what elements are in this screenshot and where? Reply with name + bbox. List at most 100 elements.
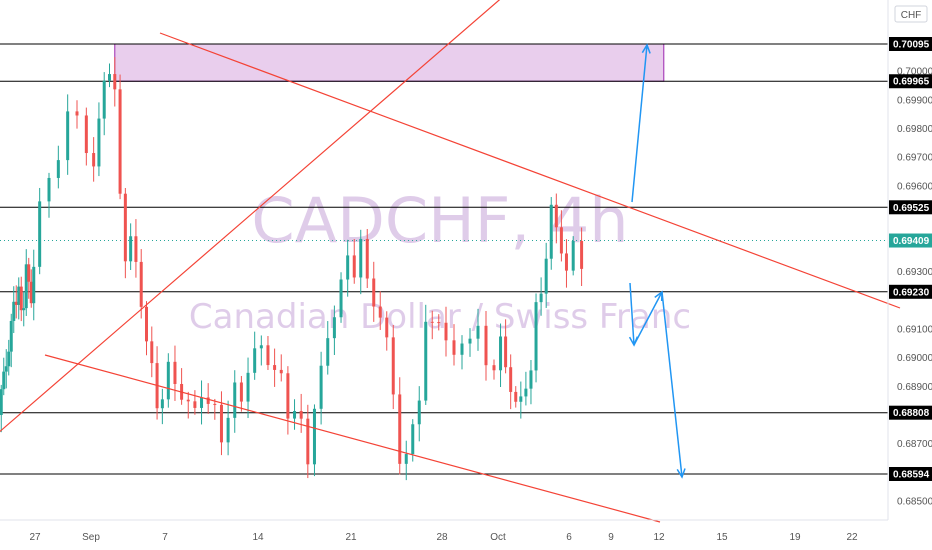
candle [97, 102, 101, 177]
candle [134, 219, 138, 278]
candle [84, 107, 88, 166]
candle-body [92, 153, 96, 167]
candle-body [253, 348, 257, 373]
candle [571, 236, 575, 276]
candle-body [326, 338, 330, 366]
candle [378, 291, 382, 330]
candle-body [7, 351, 11, 367]
candle-body [424, 321, 428, 401]
price-tick-label: 0.69100 [897, 325, 932, 336]
trendline[interactable] [44, 354, 661, 523]
candle-body [56, 160, 60, 178]
candle-body [534, 302, 538, 371]
price-tick-label: 0.69800 [897, 124, 932, 135]
candle [123, 188, 127, 279]
time-tick-label: 15 [716, 532, 728, 543]
candle [534, 293, 538, 383]
time-tick-label: Oct [490, 532, 506, 543]
candle [75, 100, 79, 129]
time-tick-label: 28 [436, 532, 448, 543]
candle-body [332, 317, 336, 339]
price-tick-label: 0.69900 [897, 95, 932, 106]
candle [166, 353, 170, 408]
time-axis[interactable]: 27 Sep 7 14 21 28 Oct 6 9 12 15 19 22 [29, 532, 858, 543]
price-tick-label: 0.69700 [897, 153, 932, 164]
candle [22, 291, 26, 327]
candle-body [118, 89, 122, 194]
price-tick-label: 0.69300 [897, 267, 932, 278]
candle-body [391, 337, 395, 395]
horizontal-levels [0, 43, 888, 475]
candle-body [476, 325, 480, 339]
watermark-symbol: CADCHF, 4h [251, 184, 628, 257]
candle-body [492, 365, 496, 371]
candle-body [484, 325, 488, 366]
candle-body [97, 118, 101, 167]
level-price-tag: 0.69525 [889, 200, 932, 215]
candle-body [2, 371, 6, 390]
candle-body [17, 286, 21, 305]
candle-body [139, 261, 143, 307]
candle-body [293, 411, 297, 419]
price-axis[interactable]: 0.70000 0.69900 0.69800 0.69700 0.69600 0.693… [897, 67, 932, 508]
candle-body [460, 343, 464, 355]
currency-badge[interactable] [894, 5, 928, 23]
candle-body [564, 253, 568, 271]
time-tick-label: 6 [566, 532, 572, 543]
candle [385, 311, 389, 351]
candle [544, 242, 548, 308]
candle-body [173, 361, 177, 384]
candle-body [452, 340, 456, 355]
trendline[interactable] [159, 32, 901, 309]
arrow-shaft [631, 44, 648, 203]
candle [476, 308, 480, 351]
price-tags: 0.70095 0.69965 0.69525 0.69230 0.68808 0.685… [889, 37, 932, 481]
candle-body [38, 201, 42, 267]
current-price-tag: 0.69409 [889, 233, 932, 248]
time-tick-label: 22 [846, 532, 858, 543]
candle [17, 277, 21, 320]
candle-body [239, 382, 243, 402]
candle [391, 324, 395, 410]
candle-body [200, 397, 204, 408]
supply-zone[interactable] [114, 43, 665, 82]
candle [206, 383, 210, 414]
trendline[interactable] [0, 0, 505, 440]
candle-body [524, 388, 528, 397]
candle [213, 398, 217, 420]
projection-arrow[interactable] [661, 291, 686, 479]
candle-body [32, 266, 36, 304]
candles [0, 57, 584, 481]
candle [4, 349, 8, 389]
candle-body [372, 278, 376, 307]
candle-body [123, 193, 127, 262]
candle [519, 381, 523, 419]
level-price-tag: 0.70095 [889, 37, 932, 51]
time-tick-label: 19 [789, 532, 801, 543]
candle-body [102, 80, 106, 119]
level-price-tag-text: 0.69525 [893, 203, 930, 214]
candle [346, 239, 350, 297]
candle-body [359, 238, 363, 278]
projection-arrow[interactable] [631, 43, 651, 203]
candle-body [259, 345, 263, 349]
candle [306, 404, 310, 479]
candle [19, 276, 23, 322]
candle [326, 321, 330, 375]
candle [200, 380, 204, 425]
candle [499, 323, 503, 387]
candle-body [544, 258, 548, 294]
candle-body [75, 111, 79, 116]
candle [564, 239, 568, 288]
candle [92, 137, 96, 182]
candle [38, 187, 42, 275]
candle-body [47, 177, 51, 202]
candle-body [129, 236, 133, 262]
price-tick-label: 0.69600 [897, 181, 932, 192]
candle [219, 391, 223, 456]
candle [554, 193, 558, 244]
plot-area[interactable] [0, 0, 888, 520]
candle [2, 357, 6, 396]
level-price-tag-text: 0.70095 [893, 40, 930, 51]
candle-body [160, 399, 164, 409]
